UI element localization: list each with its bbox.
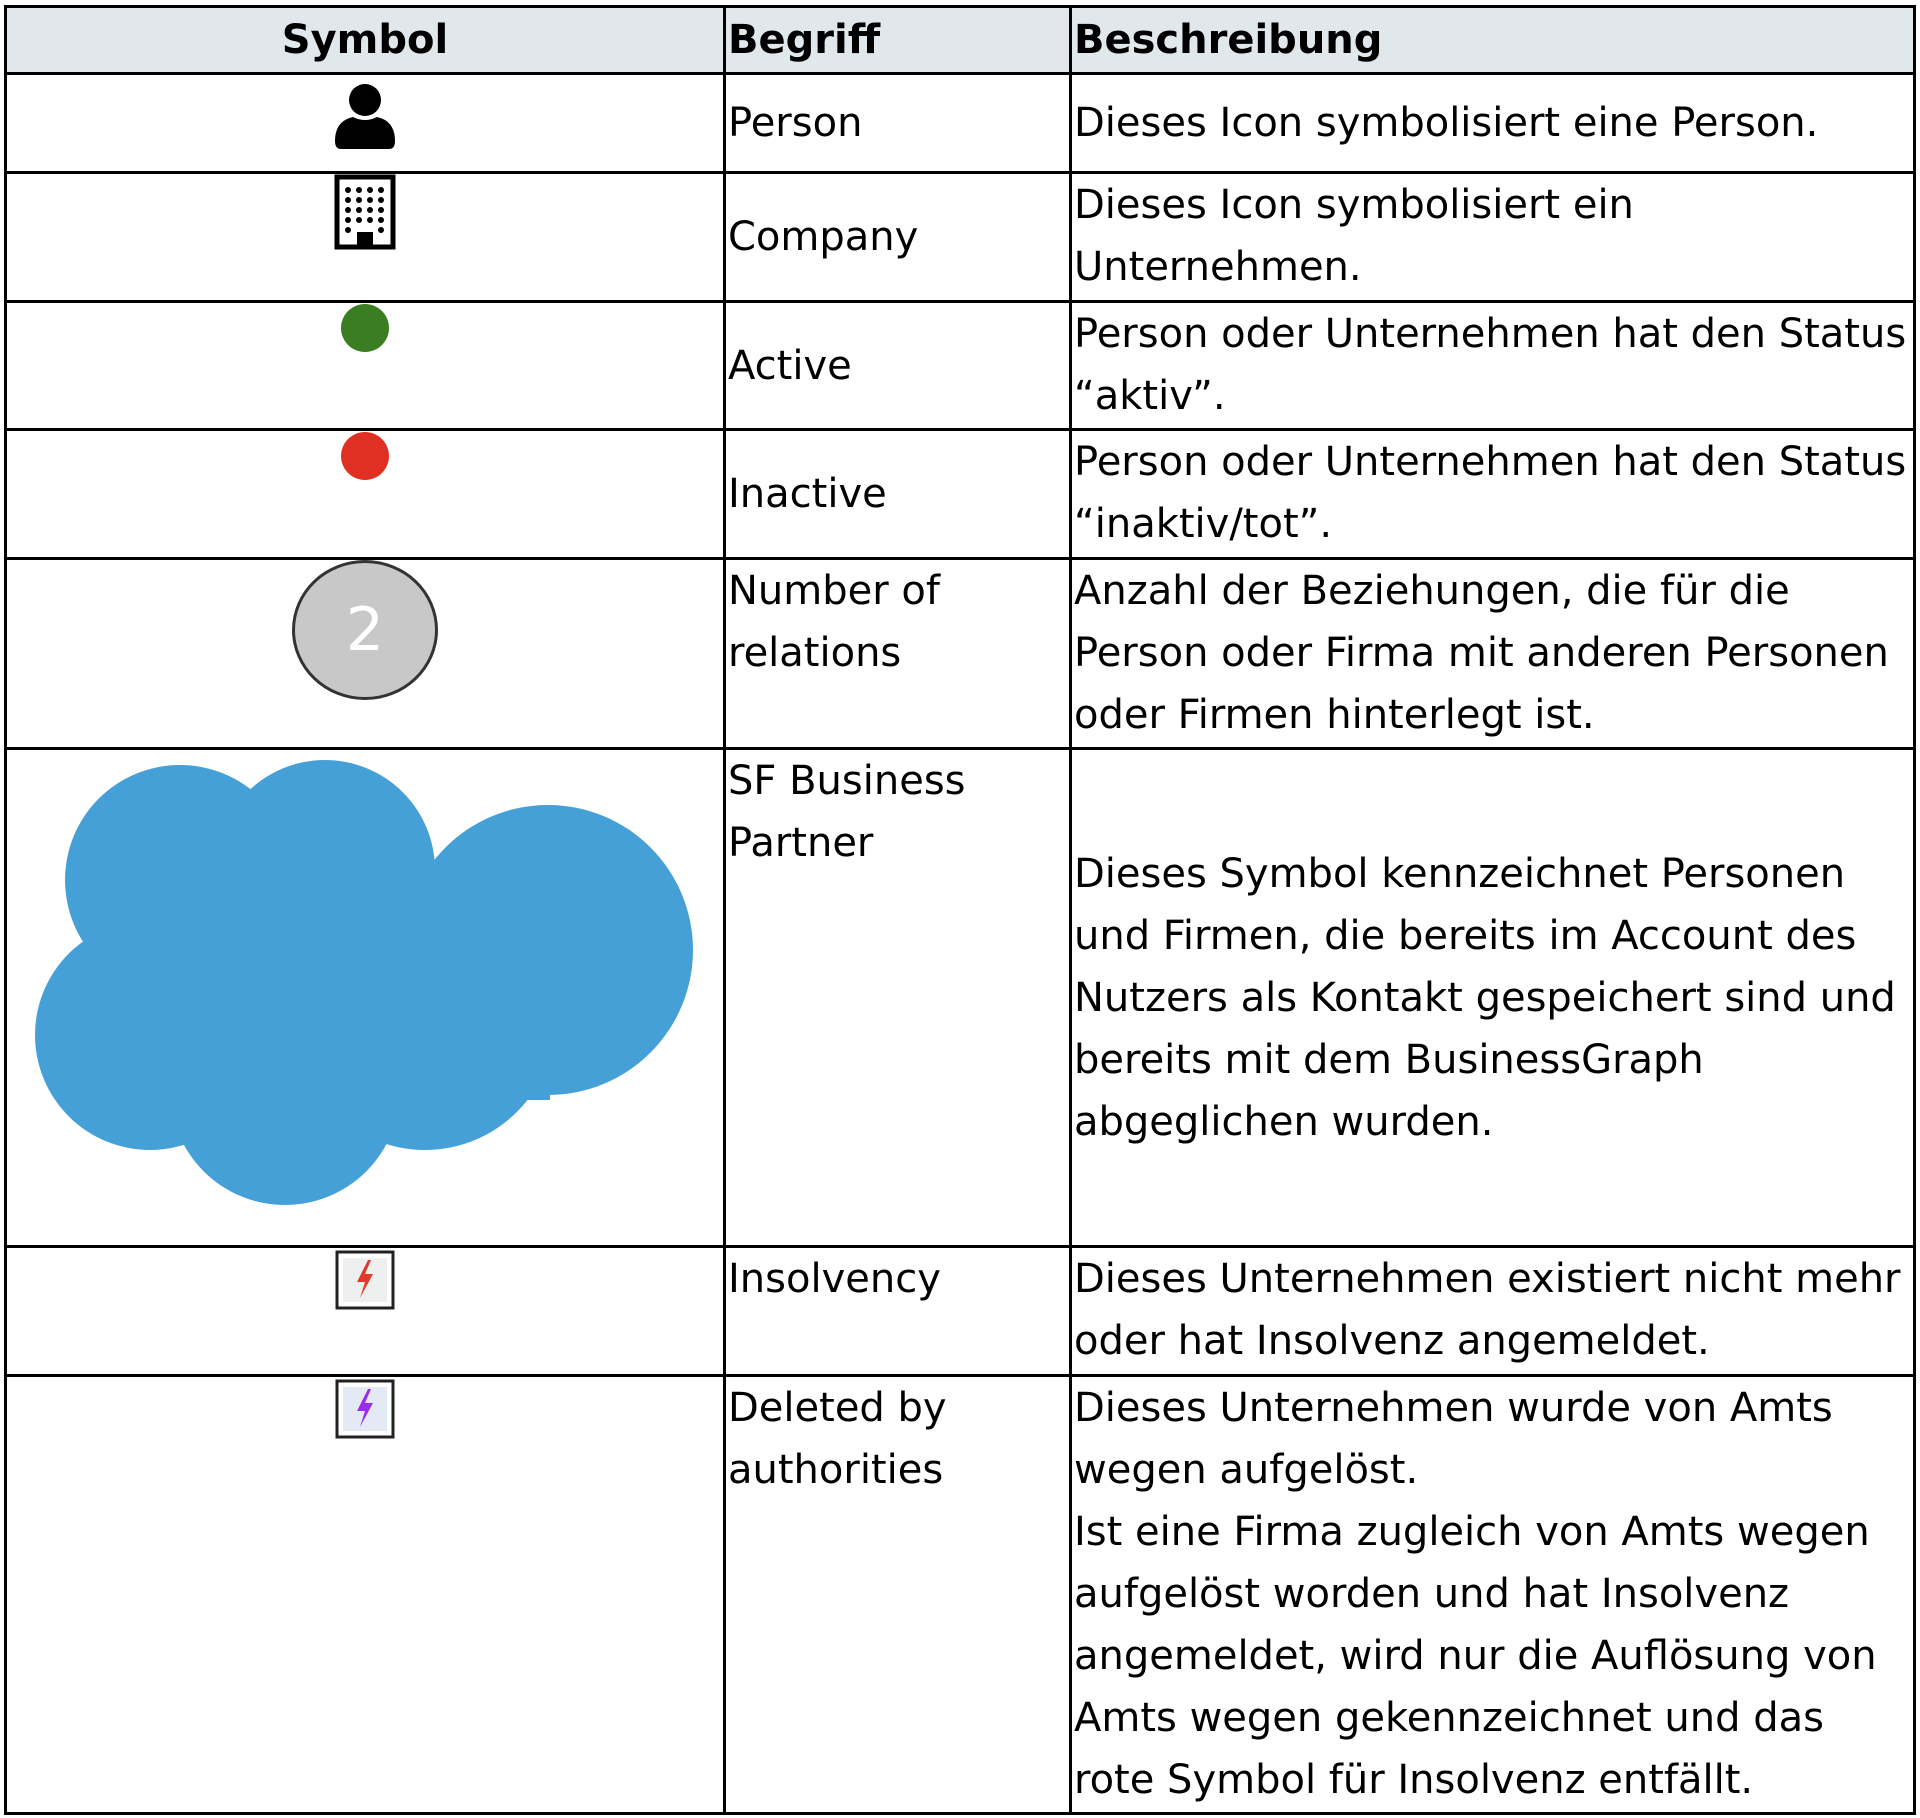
symbol-cell [4,428,726,560]
green-dot-icon [341,304,389,352]
legend-table: Symbol Begriff Beschreibung Person Diese… [4,5,1916,1815]
term-cell: Person [723,72,1072,174]
symbol-cell [4,300,726,431]
header-symbol: Symbol [4,5,726,75]
description-line: Dieses Unternehmen wurde von Amts wegen … [1074,1385,1833,1493]
lightning-red-icon [335,1250,395,1310]
description-cell: Anzahl der Beziehungen, die für die Pers… [1069,557,1916,750]
description-note: Ist eine Firma zugleich von Amts wegen a… [1074,1509,1877,1803]
table-row: Insolvency Dieses Unternehmen existiert … [4,1245,1916,1377]
description-cell: Dieses Icon symbolisiert eine Person. [1069,72,1916,174]
table-row: 2 Number of relations Anzahl der Beziehu… [4,557,1916,750]
description-cell: Person oder Unternehmen hat den Status “… [1069,428,1916,560]
symbol-cell [4,171,726,303]
symbol-cell [4,1374,726,1815]
symbol-cell: 2 [4,557,726,750]
header-description: Beschreibung [1069,5,1916,75]
lightning-purple-icon [335,1379,395,1439]
term-cell: Number of relations [723,557,1072,750]
table-row: SF Business Partner Dieses Symbol kennze… [4,747,1916,1248]
table-row: Active Person oder Unternehmen hat den S… [4,300,1916,431]
table-row: Person Dieses Icon symbolisiert eine Per… [4,72,1916,174]
term-cell: Active [723,300,1072,431]
relations-count: 2 [345,595,385,665]
description-cell: Dieses Symbol kennzeichnet Personen und … [1069,747,1916,1248]
table-row: Deleted by authorities Dieses Unternehme… [4,1374,1916,1815]
term-cell: Company [723,171,1072,303]
header-term: Begriff [723,5,1072,75]
description-cell: Dieses Unternehmen existiert nicht mehr … [1069,1245,1916,1377]
person-icon [335,84,395,149]
building-icon [334,174,396,250]
description-cell: Dieses Icon symbolisiert ein Unternehmen… [1069,171,1916,303]
symbol-cell [4,1245,726,1377]
cloud-icon [35,760,693,1205]
symbol-cell [4,72,726,174]
table-row: Company Dieses Icon symbolisiert ein Unt… [4,171,1916,303]
term-cell: Insolvency [723,1245,1072,1377]
red-dot-icon [341,432,389,480]
term-cell: SF Business Partner [723,747,1072,1248]
symbol-cell [4,747,726,1248]
description-cell: Dieses Unternehmen wurde von Amts wegen … [1069,1374,1916,1815]
term-cell: Deleted by authorities [723,1374,1072,1815]
term-cell: Inactive [723,428,1072,560]
relations-count-icon: 2 [292,560,438,700]
header-row: Symbol Begriff Beschreibung [4,5,1916,75]
table-row: Inactive Person oder Unternehmen hat den… [4,428,1916,560]
description-cell: Person oder Unternehmen hat den Status “… [1069,300,1916,431]
